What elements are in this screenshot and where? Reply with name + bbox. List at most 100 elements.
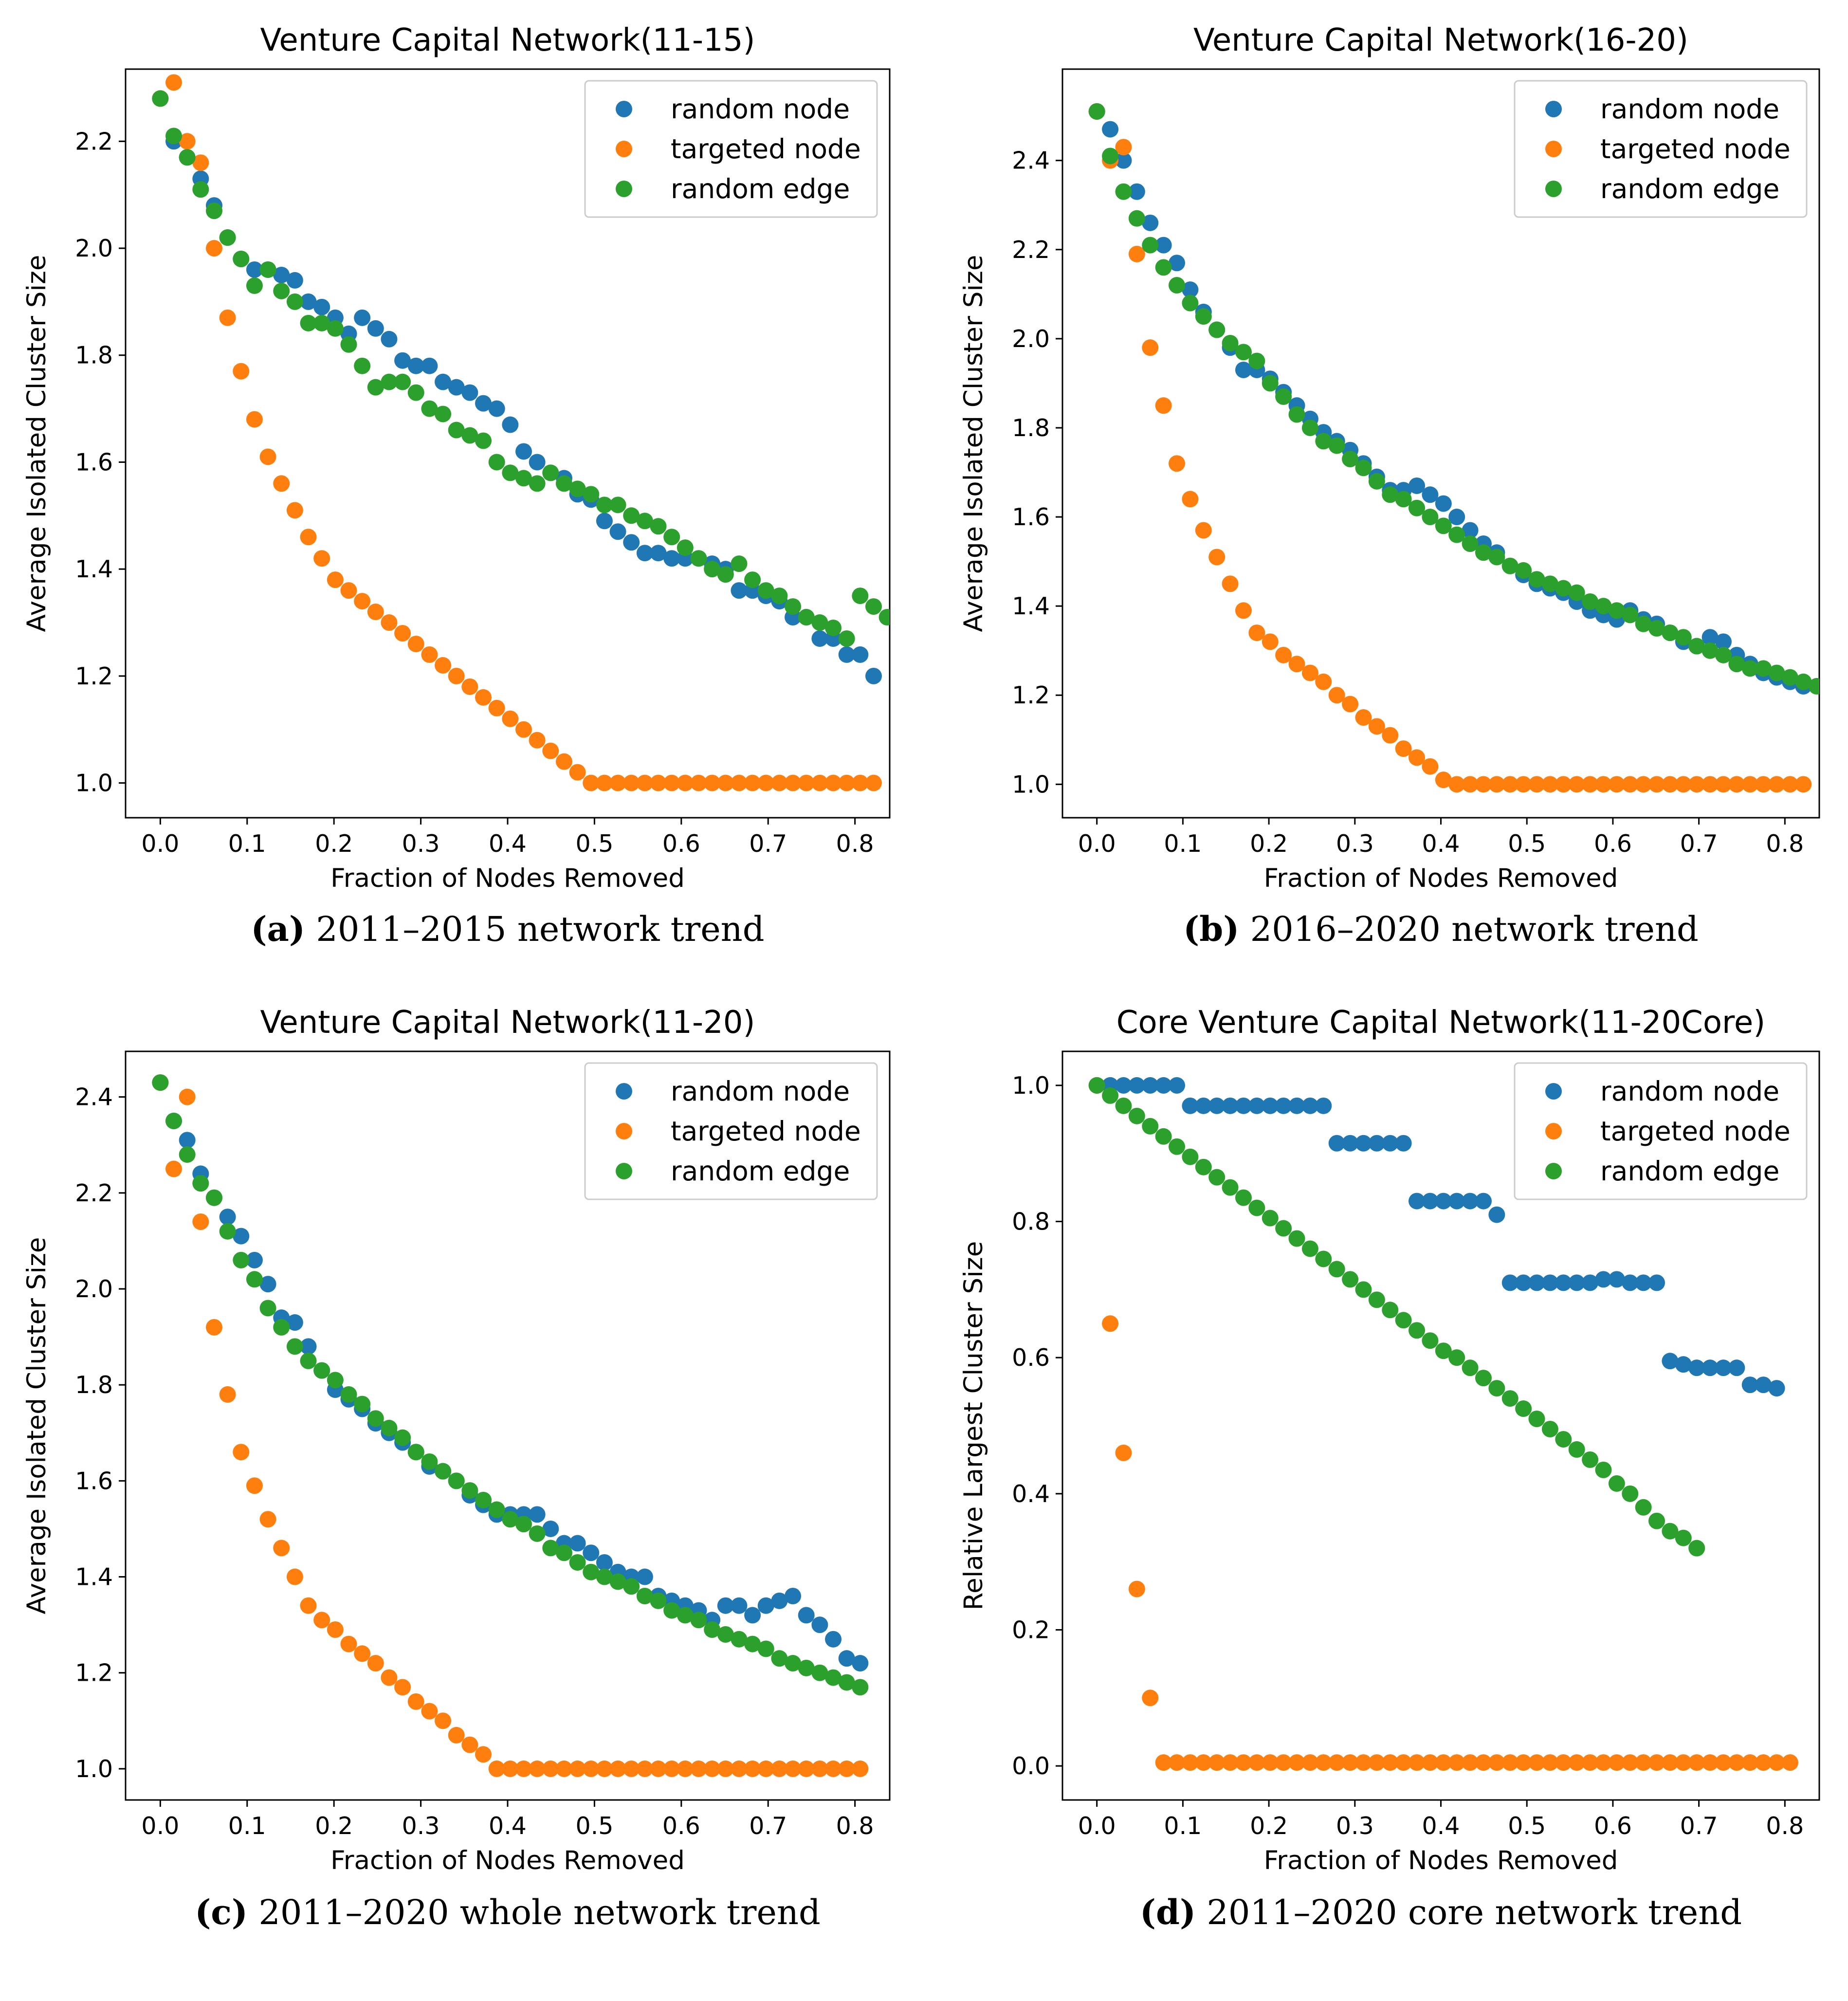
point-random-edge xyxy=(475,1491,492,1508)
point-random-edge xyxy=(1301,419,1318,436)
point-random-edge xyxy=(461,1482,478,1499)
point-random-edge xyxy=(1541,575,1558,592)
point-random-edge xyxy=(1582,593,1599,610)
point-targeted-node xyxy=(798,1760,815,1777)
point-targeted-node xyxy=(246,411,263,428)
point-random-edge xyxy=(1222,1179,1239,1196)
point-targeted-node xyxy=(690,1760,707,1777)
point-targeted-node xyxy=(300,529,317,546)
point-random-node xyxy=(488,400,505,417)
point-random-edge xyxy=(300,1352,317,1369)
point-random-edge xyxy=(205,1189,222,1206)
point-random-node xyxy=(1169,255,1186,272)
point-targeted-node xyxy=(435,1712,452,1729)
point-targeted-node xyxy=(502,710,519,727)
point-random-edge xyxy=(1702,642,1719,659)
x-tick-label: 0.4 xyxy=(489,1812,527,1840)
point-random-edge xyxy=(448,422,465,439)
point-targeted-node xyxy=(515,1760,532,1777)
point-random-node xyxy=(811,630,828,647)
point-random-node xyxy=(1169,1077,1186,1094)
point-random-node xyxy=(1128,183,1145,200)
point-targeted-node xyxy=(165,74,183,91)
point-random-node xyxy=(1715,633,1732,650)
legend-marker xyxy=(1545,181,1562,197)
point-random-edge xyxy=(300,314,317,331)
x-axis-label: Fraction of Nodes Removed xyxy=(1264,863,1618,893)
point-targeted-node xyxy=(583,1760,600,1777)
point-targeted-node xyxy=(1275,1754,1292,1771)
point-random-edge xyxy=(798,1659,815,1676)
x-tick-label: 0.3 xyxy=(1336,830,1374,858)
point-targeted-node xyxy=(354,1645,371,1662)
point-random-edge xyxy=(583,486,600,503)
point-targeted-node xyxy=(1288,1754,1305,1771)
point-random-edge xyxy=(407,384,424,401)
point-random-edge xyxy=(1462,1359,1479,1377)
legend-marker xyxy=(616,101,632,117)
point-targeted-node xyxy=(1568,776,1585,793)
point-targeted-node xyxy=(1448,776,1465,793)
x-tick-label: 0.8 xyxy=(836,1812,874,1840)
figure-caption: (d) 2011–2020 core network trend xyxy=(1076,1892,1806,1932)
y-axis-label: Average Isolated Cluster Size xyxy=(959,255,988,632)
legend: random node targeted node random edge xyxy=(584,80,878,218)
point-random-node xyxy=(1342,1135,1359,1152)
point-random-node xyxy=(1422,486,1439,503)
point-random-edge xyxy=(1355,1281,1372,1298)
point-targeted-node xyxy=(1275,646,1292,663)
point-targeted-node xyxy=(1648,1754,1665,1771)
point-targeted-node xyxy=(1781,1754,1798,1771)
point-targeted-node xyxy=(1795,776,1812,793)
point-random-edge xyxy=(744,1635,761,1652)
point-targeted-node xyxy=(785,1760,802,1777)
point-random-node xyxy=(394,352,411,369)
chart-panel-4: Core Venture Capital Network(11-20Core) 0… xyxy=(959,1005,1820,1875)
point-random-node xyxy=(381,330,398,348)
point-random-edge xyxy=(273,282,290,299)
point-random-edge xyxy=(1488,549,1505,566)
point-random-node xyxy=(744,1607,761,1624)
point-random-edge xyxy=(327,320,344,337)
point-random-edge xyxy=(838,630,855,647)
x-tick-label: 0.8 xyxy=(1766,1812,1804,1840)
point-random-edge xyxy=(636,513,653,530)
x-tick-label: 0.1 xyxy=(1164,1812,1202,1840)
point-targeted-node xyxy=(381,614,398,631)
point-random-edge xyxy=(852,1679,869,1696)
point-targeted-node xyxy=(542,1760,559,1777)
legend-marker xyxy=(1545,101,1562,117)
point-targeted-node xyxy=(1741,776,1758,793)
point-random-node xyxy=(811,1616,828,1634)
point-targeted-node xyxy=(555,1760,572,1777)
point-targeted-node xyxy=(636,774,653,791)
point-random-node xyxy=(650,545,667,562)
point-random-edge xyxy=(152,1074,169,1091)
point-targeted-node xyxy=(179,133,196,150)
point-random-edge xyxy=(1262,375,1279,392)
point-random-node xyxy=(623,534,640,551)
point-random-edge xyxy=(1662,624,1679,642)
point-targeted-node xyxy=(448,667,465,684)
point-random-node xyxy=(1568,1274,1585,1291)
point-random-node xyxy=(1755,1377,1772,1394)
point-random-edge xyxy=(502,464,519,481)
point-random-edge xyxy=(1755,660,1772,677)
point-targeted-node xyxy=(663,774,680,791)
point-targeted-node xyxy=(1702,776,1719,793)
caption-letter: (c) xyxy=(195,1892,248,1932)
point-targeted-node xyxy=(1755,776,1772,793)
point-targeted-node xyxy=(1582,1754,1599,1771)
point-targeted-node xyxy=(798,774,815,791)
chart-panel-1: Venture Capital Network(11-15) 0.0 0.1 0.2 0… xyxy=(22,22,891,893)
point-random-edge xyxy=(1435,517,1452,534)
point-random-edge xyxy=(488,454,505,471)
legend-label: targeted node xyxy=(671,133,861,165)
point-targeted-node xyxy=(1368,1754,1385,1771)
x-tick-label: 0.2 xyxy=(1250,1812,1288,1840)
point-random-edge xyxy=(1781,669,1798,686)
point-random-edge xyxy=(233,250,250,267)
caption-letter: (d) xyxy=(1139,1892,1196,1932)
point-random-edge xyxy=(367,1410,384,1427)
point-targeted-node xyxy=(1355,709,1372,726)
